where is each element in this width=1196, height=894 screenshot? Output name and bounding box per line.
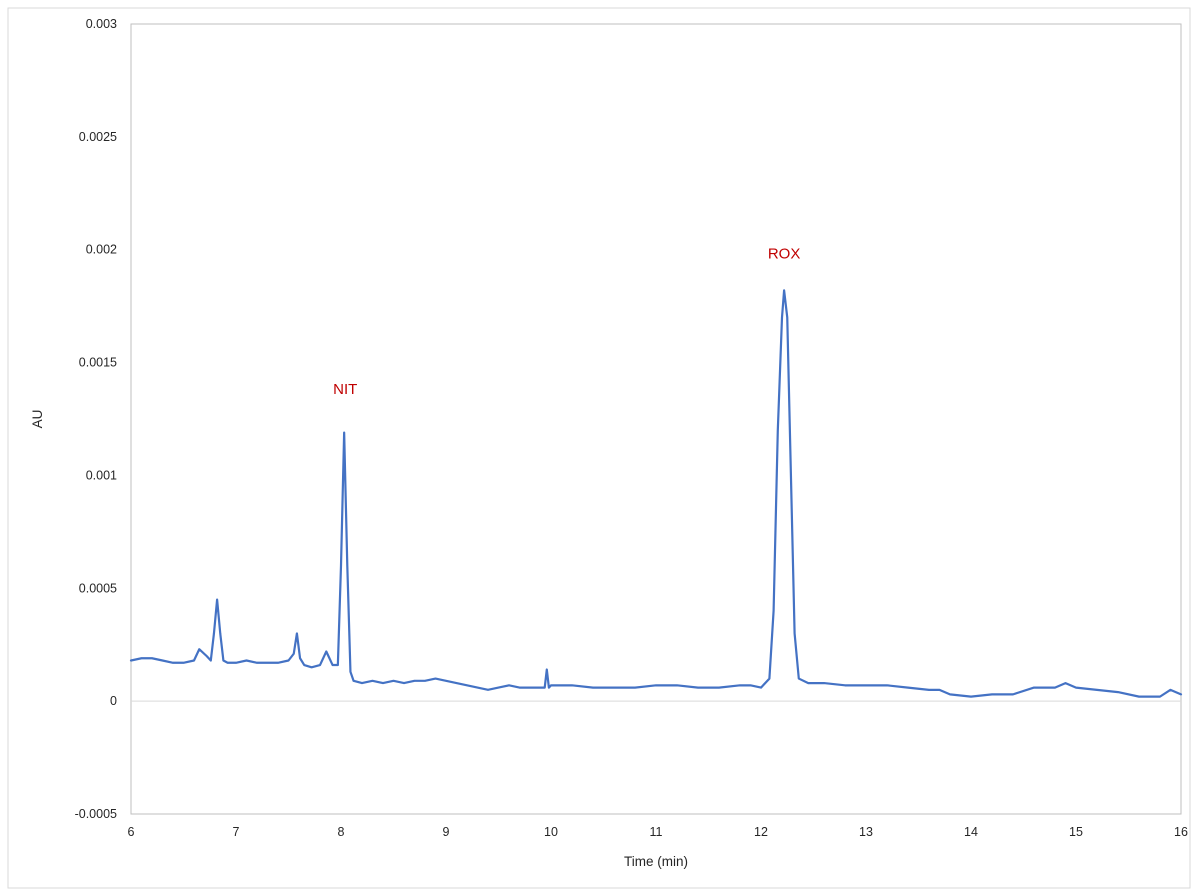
series-layer <box>129 289 1183 698</box>
y-tick-label: 0.002 <box>86 243 117 257</box>
x-tick-label: 13 <box>859 825 873 839</box>
chart-outer-border <box>7 7 1191 889</box>
y-tick-label: 0 <box>110 694 117 708</box>
x-tick-label: 10 <box>544 825 558 839</box>
plot-border <box>130 23 1182 815</box>
y-tick-label: -0.0005 <box>75 807 117 821</box>
x-axis-tick-labels: 6 7 8 9 10 11 12 13 14 15 16 <box>128 825 1188 839</box>
x-tick-label: 7 <box>233 825 240 839</box>
peak-annotations: NIT ROX <box>333 246 800 398</box>
x-tick-label: 16 <box>1174 825 1188 839</box>
y-tick-label: 0.001 <box>86 468 117 482</box>
y-axis-title: AU <box>30 410 45 429</box>
x-tick-label: 11 <box>650 825 663 839</box>
plot-area <box>130 23 1182 815</box>
y-tick-label: 0.003 <box>86 17 117 31</box>
y-tick-label: 0.0015 <box>79 356 117 370</box>
y-tick-label: 0.0005 <box>79 581 117 595</box>
y-tick-label: 0.0025 <box>79 130 117 144</box>
x-axis-title: Time (min) <box>624 854 688 869</box>
x-tick-label: 8 <box>338 825 345 839</box>
x-tick-label: 12 <box>754 825 768 839</box>
series-line-0 <box>129 289 1183 698</box>
x-tick-label: 14 <box>964 825 978 839</box>
x-tick-label: 6 <box>128 825 135 839</box>
x-tick-label: 9 <box>443 825 450 839</box>
y-axis-tick-labels: -0.0005 0 0.0005 0.001 0.0015 0.002 0.0025 0.00… <box>75 17 117 821</box>
x-tick-label: 15 <box>1069 825 1083 839</box>
peak-label-rox: ROX <box>768 246 801 263</box>
peak-label-nit: NIT <box>333 381 357 398</box>
